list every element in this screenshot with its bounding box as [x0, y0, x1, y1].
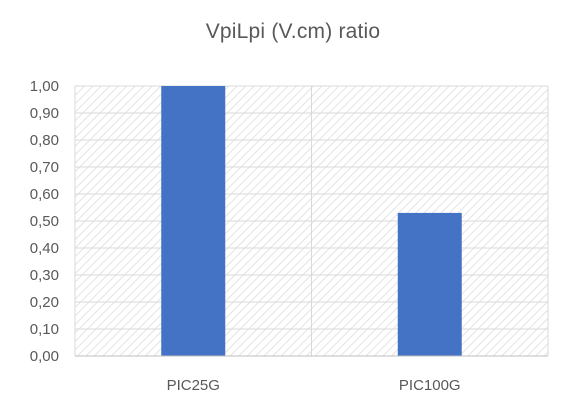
y-tick-label: 0,50 — [30, 213, 59, 230]
x-tick-label: PIC100G — [399, 377, 461, 394]
y-tick-label: 0,40 — [30, 240, 59, 257]
y-tick-label: 1,00 — [30, 78, 59, 95]
y-tick-label: 0,80 — [30, 132, 59, 149]
y-tick-label: 0,20 — [30, 294, 59, 311]
y-tick-label: 0,30 — [30, 267, 59, 284]
y-tick-label: 0,10 — [30, 321, 59, 338]
y-tick-label: 0,00 — [30, 348, 59, 365]
y-tick-label: 0,90 — [30, 105, 59, 122]
bar-pic100g — [397, 212, 462, 356]
bar-pic25g — [161, 86, 226, 356]
x-tick-label: PIC25G — [167, 377, 220, 394]
y-tick-label: 0,70 — [30, 159, 59, 176]
axes: 0,00 0,10 0,20 0,30 0,40 0,50 0,60 0,70 0,80 0,90… — [30, 78, 548, 394]
chart-title: VpiLpi (V.cm) ratio — [205, 20, 381, 43]
y-tick-label: 0,60 — [30, 186, 59, 203]
bars — [161, 86, 462, 356]
